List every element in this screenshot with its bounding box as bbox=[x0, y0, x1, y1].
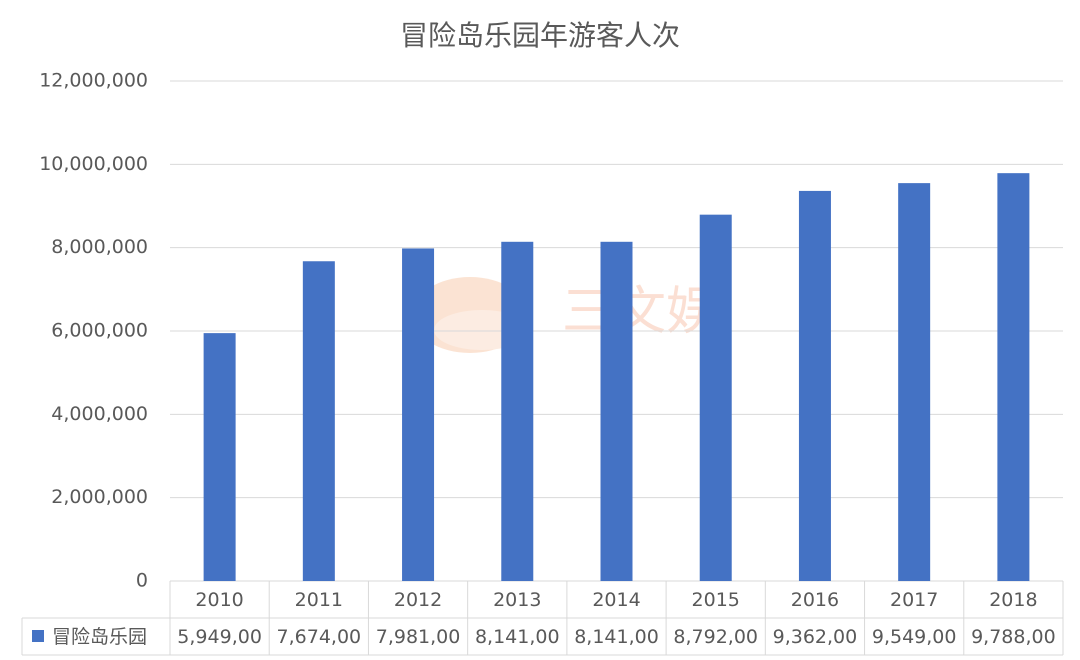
table-value: 8,141,00 bbox=[475, 626, 560, 648]
bar bbox=[798, 190, 831, 581]
y-tick-label: 0 bbox=[136, 570, 148, 592]
table-value: 7,674,00 bbox=[277, 626, 362, 648]
y-tick-label: 6,000,000 bbox=[51, 320, 148, 342]
bar bbox=[600, 241, 633, 581]
bar bbox=[302, 261, 335, 581]
table-value: 9,788,00 bbox=[971, 626, 1056, 648]
y-tick-label: 12,000,000 bbox=[39, 70, 148, 92]
x-tick-label: 2013 bbox=[493, 589, 541, 611]
table-value: 7,981,00 bbox=[376, 626, 461, 648]
x-tick-label: 2016 bbox=[791, 589, 839, 611]
x-tick-label: 2017 bbox=[890, 589, 938, 611]
table-value: 8,792,00 bbox=[673, 626, 758, 648]
table-value: 9,549,00 bbox=[872, 626, 957, 648]
y-tick-label: 2,000,000 bbox=[51, 486, 148, 508]
x-tick-label: 2011 bbox=[295, 589, 343, 611]
legend-label: 冒险岛乐园 bbox=[52, 626, 147, 648]
bar bbox=[203, 333, 236, 581]
y-tick-label: 8,000,000 bbox=[51, 236, 148, 258]
watermark-logo bbox=[412, 277, 528, 353]
table-value: 5,949,00 bbox=[177, 626, 262, 648]
chart-title: 冒险岛乐园年游客人次 bbox=[400, 19, 680, 52]
x-tick-label: 2010 bbox=[195, 589, 243, 611]
watermark-text: 三文娱 bbox=[562, 282, 718, 342]
watermark: 三文娱 bbox=[412, 277, 718, 353]
x-tick-label: 2018 bbox=[989, 589, 1037, 611]
bar bbox=[402, 248, 435, 582]
bar bbox=[501, 241, 534, 581]
bar bbox=[898, 183, 931, 581]
table-value: 9,362,00 bbox=[773, 626, 858, 648]
y-tick-label: 10,000,000 bbox=[39, 153, 148, 175]
table-value: 8,141,00 bbox=[574, 626, 659, 648]
bar bbox=[997, 173, 1030, 581]
legend-swatch bbox=[32, 630, 44, 642]
x-tick-label: 2014 bbox=[592, 589, 640, 611]
y-tick-label: 4,000,000 bbox=[51, 403, 148, 425]
bar bbox=[699, 214, 732, 581]
x-tick-label: 2015 bbox=[692, 589, 740, 611]
x-tick-label: 2012 bbox=[394, 589, 442, 611]
